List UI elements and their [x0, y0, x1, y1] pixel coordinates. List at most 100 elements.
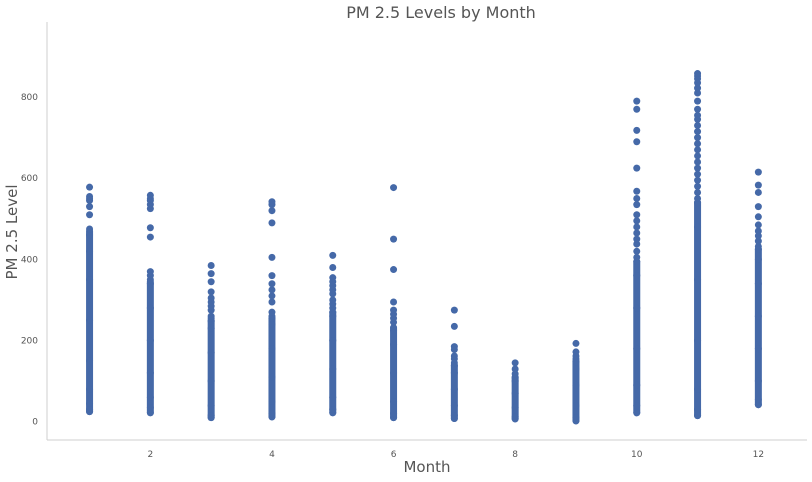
- data-point: [754, 168, 762, 176]
- data-point: [694, 164, 702, 172]
- data-point: [86, 276, 94, 284]
- data-point: [754, 242, 762, 250]
- data-point: [86, 385, 94, 393]
- data-point: [329, 296, 337, 304]
- data-point: [390, 369, 398, 377]
- data-point: [694, 223, 702, 231]
- data-point: [268, 253, 276, 261]
- data-point: [633, 229, 641, 237]
- data-point: [694, 70, 702, 78]
- data-point: [633, 187, 641, 195]
- data-point: [329, 393, 337, 401]
- data-point: [754, 280, 762, 288]
- data-point: [390, 298, 398, 306]
- data-point: [633, 402, 641, 410]
- data-point: [207, 324, 215, 332]
- data-point: [86, 231, 94, 239]
- x-tick-label: 4: [269, 450, 275, 460]
- data-point: [450, 402, 458, 410]
- y-axis-title: PM 2.5 Level: [3, 185, 21, 280]
- data-point: [268, 219, 276, 227]
- data-point: [450, 352, 458, 360]
- data-point: [146, 369, 154, 377]
- data-point: [633, 211, 641, 219]
- data-point: [511, 413, 519, 421]
- data-point: [572, 402, 580, 410]
- data-point: [572, 348, 580, 356]
- data-point: [694, 176, 702, 184]
- data-point: [146, 304, 154, 312]
- data-point: [268, 198, 276, 206]
- y-tick-label: 600: [21, 174, 38, 184]
- data-point: [146, 409, 154, 417]
- data-point: [390, 235, 398, 243]
- data-point: [633, 97, 641, 105]
- data-point: [511, 370, 519, 378]
- x-tick-label: 2: [147, 450, 153, 460]
- data-point: [633, 126, 641, 134]
- data-point: [572, 414, 580, 422]
- data-point: [694, 152, 702, 160]
- data-point: [633, 164, 641, 172]
- data-point: [268, 410, 276, 418]
- data-point: [86, 225, 94, 233]
- data-point: [694, 105, 702, 113]
- data-point: [390, 397, 398, 405]
- data-point: [754, 232, 762, 240]
- data-point: [450, 306, 458, 314]
- data-point: [694, 97, 702, 105]
- data-point: [633, 195, 641, 203]
- data-point: [633, 201, 641, 209]
- y-tick-label: 200: [21, 337, 38, 347]
- data-point: [86, 193, 94, 201]
- data-point: [754, 312, 762, 320]
- data-point: [268, 308, 276, 316]
- data-point: [207, 377, 215, 385]
- data-point: [694, 140, 702, 148]
- data-point: [268, 298, 276, 306]
- data-point: [633, 304, 641, 312]
- data-point: [390, 324, 398, 332]
- data-point: [329, 406, 337, 414]
- data-point: [146, 224, 154, 232]
- data-point: [146, 268, 154, 276]
- data-point: [694, 385, 702, 393]
- data-point: [207, 312, 215, 320]
- data-point: [86, 357, 94, 365]
- data-point: [329, 337, 337, 345]
- data-point: [694, 276, 702, 284]
- data-point: [329, 264, 337, 272]
- data-point: [754, 401, 762, 409]
- data-point: [146, 233, 154, 241]
- data-point: [450, 412, 458, 420]
- data-point: [268, 207, 276, 215]
- data-point: [633, 240, 641, 248]
- x-tick-label: 12: [753, 450, 764, 460]
- data-point: [268, 272, 276, 280]
- data-points: [86, 70, 762, 425]
- data-point: [694, 111, 702, 119]
- data-point: [146, 191, 154, 199]
- data-point: [754, 203, 762, 211]
- data-point: [329, 274, 337, 282]
- data-point: [633, 105, 641, 113]
- data-point: [754, 255, 762, 263]
- data-point: [146, 393, 154, 401]
- data-point: [207, 278, 215, 286]
- data-point: [694, 134, 702, 142]
- data-point: [390, 184, 398, 192]
- data-point: [694, 188, 702, 196]
- data-point: [390, 306, 398, 314]
- data-point: [207, 270, 215, 278]
- data-point: [633, 345, 641, 353]
- data-point: [633, 253, 641, 261]
- y-tick-label: 400: [21, 255, 38, 265]
- data-point: [633, 138, 641, 146]
- data-point: [694, 158, 702, 166]
- data-point: [754, 395, 762, 403]
- data-point: [450, 343, 458, 351]
- data-point: [86, 406, 94, 414]
- data-point: [86, 399, 94, 407]
- data-point: [390, 410, 398, 418]
